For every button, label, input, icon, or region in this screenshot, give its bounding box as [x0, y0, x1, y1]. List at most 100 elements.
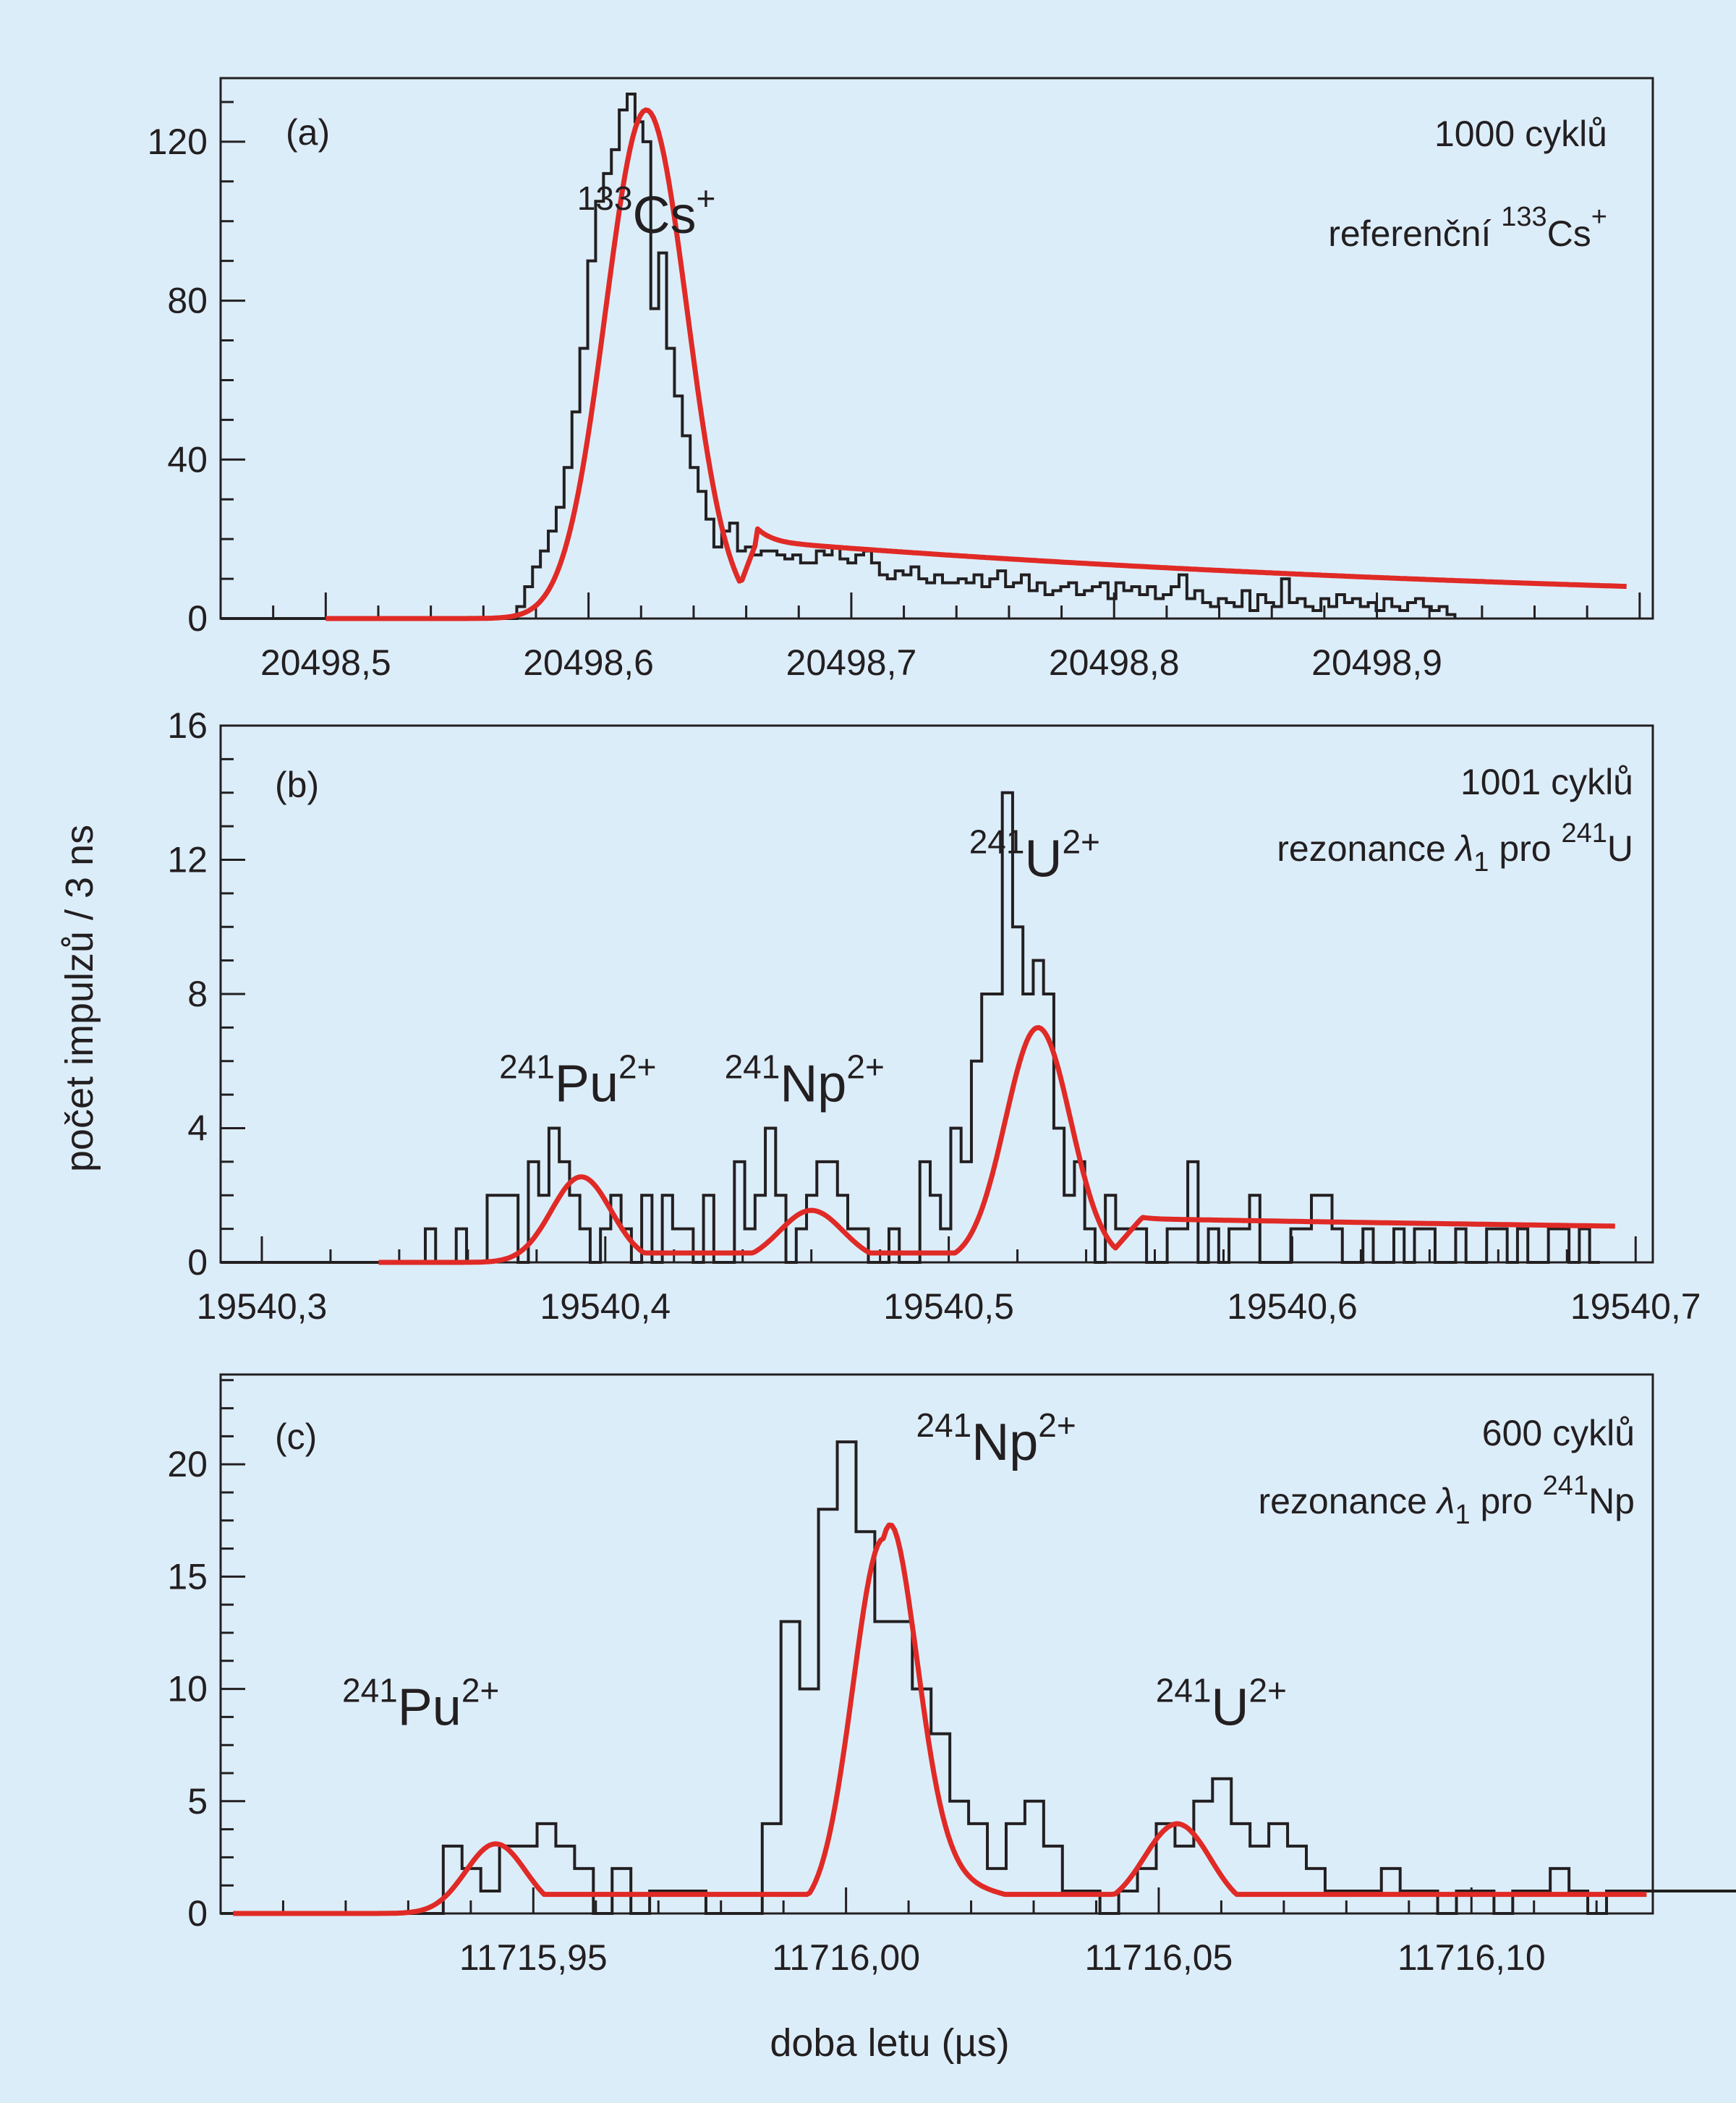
x-tick-label: 11716,00	[772, 1937, 920, 1978]
x-tick-label: 19540,7	[1570, 1286, 1701, 1327]
annotation-charge: +	[1591, 202, 1607, 232]
x-tick-label: 20498,5	[260, 642, 391, 683]
peak-element: U	[1212, 1678, 1249, 1736]
annotation-lambda: λ	[1454, 828, 1474, 869]
y-tick-label: 16	[167, 705, 208, 746]
x-tick-label: 11716,10	[1397, 1937, 1546, 1978]
peak-charge: 2+	[846, 1048, 884, 1085]
plot-frame	[219, 1373, 1654, 1915]
peak-element: Np	[780, 1055, 846, 1113]
peak-element: Pu	[398, 1678, 461, 1736]
panel-c: 0 5 10 15 20 11715,95 11716,00 11716,05 11716,10…	[167, 1373, 1736, 1978]
peak-labels: 241Pu2+241Np2+241U2+	[342, 1406, 1287, 1736]
y-tick-label: 0	[187, 1893, 208, 1934]
axis-tick-labels: 0 40 80 120 20498,5 20498,6 20498,7 20498,8 2049…	[148, 122, 1442, 683]
x-tick-label: 19540,5	[883, 1286, 1014, 1327]
annotation-mass-number: 241	[1561, 818, 1607, 849]
annotation-element: Cs	[1547, 213, 1591, 254]
x-tick-label: 11716,05	[1085, 1937, 1233, 1978]
peak-charge: 2+	[461, 1671, 499, 1709]
y-tick-label: 8	[187, 974, 208, 1014]
x-tick-label: 20498,8	[1049, 642, 1180, 683]
peak-charge: 2+	[1249, 1671, 1287, 1709]
y-tick-label: 20	[167, 1444, 208, 1484]
panel-b: 0 4 8 12 16 19540,3 19540,4 19540,5 19540,6 19540…	[167, 705, 1701, 1327]
peak-label: 241Pu2+	[342, 1671, 499, 1736]
annotation-subscript: 1	[1473, 847, 1489, 878]
annotation-text: referenční	[1328, 213, 1501, 254]
annotation-mass-number: 133	[1501, 202, 1546, 232]
peak-labels: 133Cs+	[577, 179, 716, 245]
panel-label: (a)	[286, 112, 330, 153]
y-tick-label: 0	[187, 598, 208, 639]
panel-a: 0 40 80 120 20498,5 20498,6 20498,7 20498,8 2049…	[148, 77, 1654, 683]
y-axis-title: počet impulzů / 3 ns	[58, 825, 101, 1172]
peak-label: 241Np2+	[725, 1048, 885, 1113]
x-tick-label: 19540,3	[197, 1286, 328, 1327]
x-tick-label: 20498,6	[523, 642, 654, 683]
annotation-lambda: λ	[1435, 1481, 1455, 1521]
fit-curve	[378, 1025, 1615, 1265]
y-tick-label: 80	[167, 281, 208, 321]
annotation-subscript: 1	[1455, 1500, 1470, 1530]
annotation-element: Np	[1588, 1481, 1635, 1521]
y-tick-label: 0	[187, 1242, 208, 1283]
annotation-pro: pro	[1489, 828, 1561, 869]
fit-curve	[233, 1522, 1647, 1916]
annotation-pro: pro	[1471, 1481, 1543, 1521]
peak-mass-number: 241	[725, 1048, 780, 1085]
annotation-element: U	[1607, 828, 1633, 869]
peak-element: Pu	[555, 1055, 618, 1113]
peak-mass-number: 133	[577, 179, 633, 217]
peak-label: 241Pu2+	[499, 1048, 656, 1113]
resonance-annotation: rezonance λ1 pro 241U	[1277, 818, 1633, 878]
peak-label: 241Np2+	[916, 1406, 1076, 1471]
x-tick-label: 19540,6	[1227, 1286, 1358, 1327]
resonance-annotation: rezonance λ1 pro 241Np	[1258, 1471, 1635, 1530]
peak-charge: 2+	[618, 1048, 656, 1085]
histogram	[221, 1440, 1736, 1915]
peak-mass-number: 241	[969, 823, 1025, 861]
peak-charge: +	[696, 179, 715, 217]
peak-label: 133Cs+	[577, 179, 716, 245]
y-tick-label: 15	[167, 1556, 208, 1597]
x-axis-title: doba letu (µs)	[770, 2021, 1009, 2065]
cycles-annotation: 1001 cyklů	[1460, 762, 1633, 802]
cycles-annotation: 1000 cyklů	[1434, 114, 1607, 154]
plot-frame	[219, 77, 1654, 620]
axis-tick-labels: 0 4 8 12 16 19540,3 19540,4 19540,5 19540,6 19540…	[167, 705, 1701, 1327]
y-tick-label: 10	[167, 1669, 208, 1709]
peak-label: 241U2+	[1156, 1671, 1287, 1736]
y-tick-label: 12	[167, 840, 208, 880]
axis-tick-labels: 0 5 10 15 20 11715,95 11716,00 11716,05 11716,10	[167, 1444, 1545, 1978]
y-tick-label: 120	[148, 122, 208, 162]
peak-charge: 2+	[1062, 823, 1099, 861]
cycles-annotation: 600 cyklů	[1482, 1413, 1635, 1453]
fit-curve	[326, 107, 1627, 621]
peak-charge: 2+	[1038, 1406, 1076, 1444]
x-tick-label: 20498,7	[786, 642, 917, 683]
panel-label: (c)	[275, 1416, 317, 1457]
peak-mass-number: 241	[499, 1048, 555, 1085]
peak-mass-number: 241	[916, 1406, 972, 1444]
peak-mass-number: 241	[342, 1671, 398, 1709]
annotation-mass-number: 241	[1543, 1471, 1588, 1501]
histogram	[221, 92, 1457, 620]
peak-label: 241U2+	[969, 823, 1100, 888]
peak-element: Np	[971, 1414, 1038, 1471]
reference-annotation: referenční 133Cs+	[1328, 202, 1607, 254]
annotation-text: rezonance	[1258, 1481, 1437, 1521]
peak-element: U	[1024, 830, 1062, 888]
y-tick-label: 40	[167, 439, 208, 480]
y-tick-label: 4	[187, 1108, 208, 1149]
peak-mass-number: 241	[1156, 1671, 1212, 1709]
x-tick-label: 19540,4	[540, 1286, 671, 1327]
x-tick-label: 20498,9	[1311, 642, 1442, 683]
panel-label: (b)	[275, 765, 319, 805]
y-tick-label: 5	[187, 1781, 208, 1822]
peak-labels: 241Pu2+241Np2+241U2+	[499, 823, 1100, 1113]
axis-ticks	[219, 1379, 1598, 1915]
x-tick-label: 11715,95	[459, 1937, 608, 1978]
